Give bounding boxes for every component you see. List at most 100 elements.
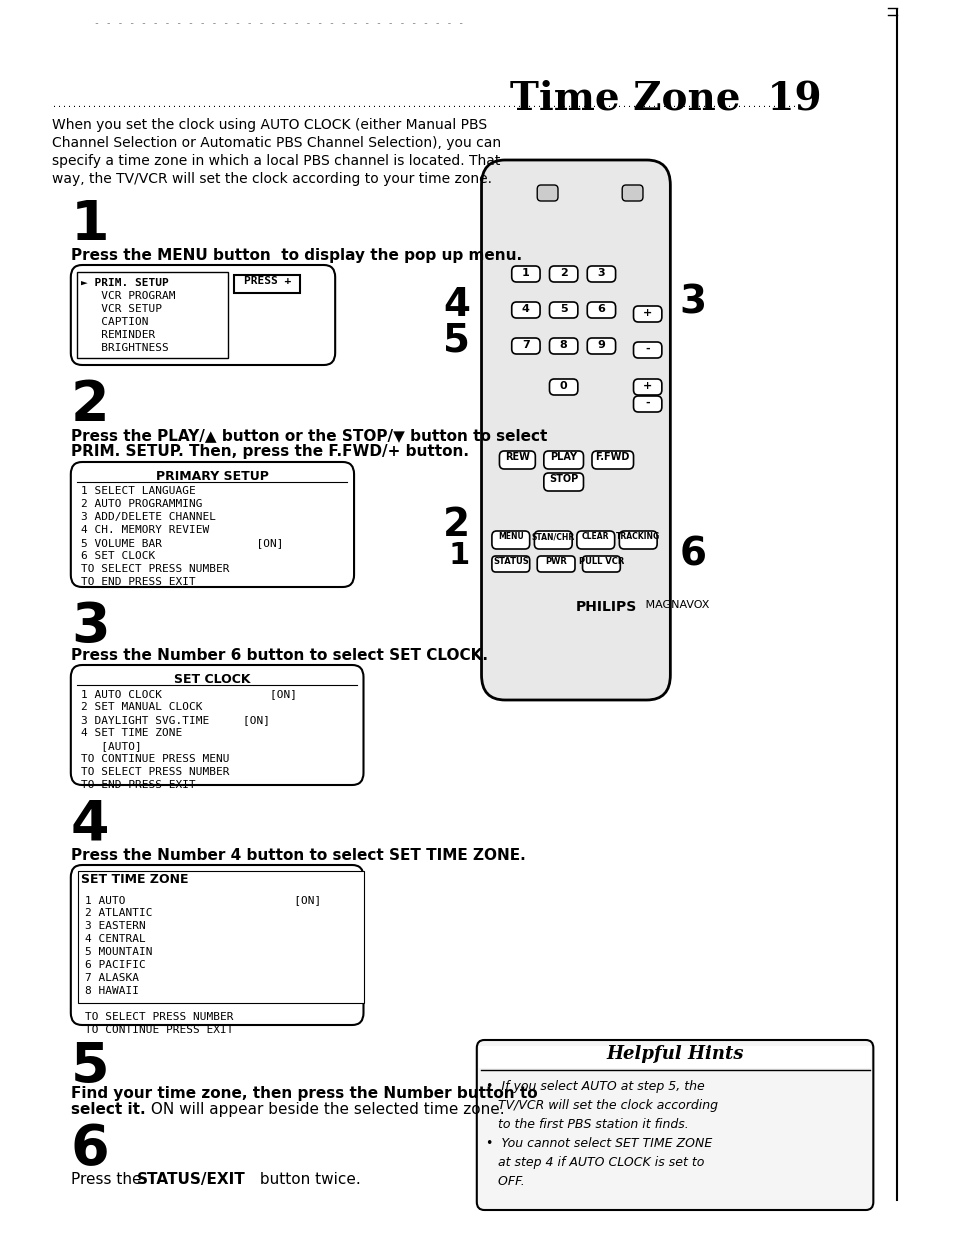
Text: way, the TV/VCR will set the clock according to your time zone.: way, the TV/VCR will set the clock accor… bbox=[51, 172, 492, 186]
FancyBboxPatch shape bbox=[476, 1040, 872, 1210]
FancyBboxPatch shape bbox=[71, 664, 363, 785]
Text: SET TIME ZONE: SET TIME ZONE bbox=[81, 873, 189, 885]
Text: 3: 3 bbox=[679, 283, 706, 322]
Text: 4: 4 bbox=[443, 286, 470, 324]
Text: Time Zone  19: Time Zone 19 bbox=[509, 80, 821, 118]
FancyBboxPatch shape bbox=[481, 160, 670, 700]
Text: 2: 2 bbox=[442, 506, 470, 544]
Text: 9: 9 bbox=[597, 340, 605, 350]
FancyBboxPatch shape bbox=[633, 379, 661, 394]
FancyBboxPatch shape bbox=[492, 556, 529, 571]
Text: Channel Selection or Automatic PBS Channel Selection), you can: Channel Selection or Automatic PBS Chann… bbox=[51, 136, 500, 149]
Text: TV/VCR will set the clock according: TV/VCR will set the clock according bbox=[486, 1099, 718, 1112]
Text: Press the Number 6 button to select SET CLOCK.: Press the Number 6 button to select SET … bbox=[71, 648, 487, 663]
Text: ON will appear beside the selected time zone.: ON will appear beside the selected time … bbox=[146, 1102, 504, 1117]
Text: PRIMARY SETUP: PRIMARY SETUP bbox=[156, 470, 269, 484]
FancyBboxPatch shape bbox=[549, 379, 578, 394]
Text: select it.: select it. bbox=[71, 1102, 145, 1117]
Text: 3: 3 bbox=[71, 600, 110, 654]
FancyBboxPatch shape bbox=[492, 531, 529, 549]
Text: PWR: PWR bbox=[544, 556, 566, 566]
Text: 1 SELECT LANGUAGE: 1 SELECT LANGUAGE bbox=[81, 486, 195, 496]
Text: Press the Number 4 button to select SET TIME ZONE.: Press the Number 4 button to select SET … bbox=[71, 848, 525, 863]
Text: 7 ALASKA: 7 ALASKA bbox=[85, 973, 139, 983]
Bar bbox=[77, 273, 229, 358]
Text: 5: 5 bbox=[443, 322, 470, 359]
Text: 5: 5 bbox=[559, 304, 567, 314]
Text: -: - bbox=[644, 398, 649, 408]
Bar bbox=[233, 275, 300, 293]
FancyBboxPatch shape bbox=[537, 556, 575, 571]
Text: PULL VCR: PULL VCR bbox=[578, 556, 623, 566]
Text: +: + bbox=[642, 308, 652, 318]
Text: 6 SET CLOCK: 6 SET CLOCK bbox=[81, 551, 155, 561]
Text: 4 SET TIME ZONE: 4 SET TIME ZONE bbox=[81, 728, 182, 739]
Text: VCR SETUP: VCR SETUP bbox=[81, 304, 162, 314]
Text: TO CONTINUE PRESS EXIT: TO CONTINUE PRESS EXIT bbox=[85, 1025, 233, 1035]
FancyBboxPatch shape bbox=[71, 265, 335, 365]
Text: PRIM. SETUP. Then, press the F.FWD/+ button.: PRIM. SETUP. Then, press the F.FWD/+ but… bbox=[71, 445, 468, 458]
Text: VCR PROGRAM: VCR PROGRAM bbox=[81, 291, 175, 301]
Text: at step 4 if AUTO CLOCK is set to: at step 4 if AUTO CLOCK is set to bbox=[486, 1156, 704, 1169]
Text: STATUS/EXIT: STATUS/EXIT bbox=[137, 1172, 245, 1187]
FancyBboxPatch shape bbox=[549, 266, 578, 283]
Text: 8 HAWAII: 8 HAWAII bbox=[85, 986, 139, 996]
Text: OFF.: OFF. bbox=[486, 1176, 524, 1188]
FancyBboxPatch shape bbox=[499, 451, 535, 468]
Text: to the first PBS station it finds.: to the first PBS station it finds. bbox=[486, 1118, 688, 1130]
Text: Press the PLAY/▲ button or the STOP/▼ button to select: Press the PLAY/▲ button or the STOP/▼ bu… bbox=[71, 428, 547, 443]
Text: 5 MOUNTAIN: 5 MOUNTAIN bbox=[85, 947, 152, 957]
Text: 1: 1 bbox=[449, 540, 470, 569]
Text: Press the: Press the bbox=[71, 1172, 146, 1187]
Text: TRACKING: TRACKING bbox=[616, 533, 659, 541]
FancyBboxPatch shape bbox=[543, 451, 583, 468]
Text: Helpful Hints: Helpful Hints bbox=[606, 1045, 743, 1063]
Text: 4: 4 bbox=[71, 798, 110, 852]
Text: TO SELECT PRESS NUMBER: TO SELECT PRESS NUMBER bbox=[85, 1012, 233, 1022]
Text: PRESS +: PRESS + bbox=[243, 276, 291, 286]
Text: 6: 6 bbox=[71, 1122, 110, 1176]
Text: ................................................................................: ........................................… bbox=[51, 100, 801, 109]
FancyBboxPatch shape bbox=[71, 462, 354, 587]
FancyBboxPatch shape bbox=[618, 531, 657, 549]
Text: 4 CENTRAL: 4 CENTRAL bbox=[85, 934, 146, 945]
FancyBboxPatch shape bbox=[549, 301, 578, 318]
Text: 3 DAYLIGHT SVG.TIME     [ON]: 3 DAYLIGHT SVG.TIME [ON] bbox=[81, 715, 270, 725]
Text: 1 AUTO                         [ON]: 1 AUTO [ON] bbox=[85, 896, 321, 906]
Text: Find your time zone, then press the Number button to: Find your time zone, then press the Numb… bbox=[71, 1086, 537, 1102]
Text: 2 ATLANTIC: 2 ATLANTIC bbox=[85, 908, 152, 918]
Text: 7: 7 bbox=[521, 340, 529, 350]
Text: 4: 4 bbox=[521, 304, 529, 314]
Text: •  You cannot select SET TIME ZONE: • You cannot select SET TIME ZONE bbox=[486, 1137, 712, 1150]
Text: 6 PACIFIC: 6 PACIFIC bbox=[85, 960, 146, 970]
Text: 2: 2 bbox=[559, 268, 567, 278]
Text: 3: 3 bbox=[597, 268, 604, 278]
FancyBboxPatch shape bbox=[592, 451, 633, 468]
Text: 0: 0 bbox=[559, 381, 567, 391]
Text: 2: 2 bbox=[71, 378, 110, 432]
Text: button twice.: button twice. bbox=[254, 1172, 360, 1187]
Text: MENU: MENU bbox=[497, 533, 523, 541]
FancyBboxPatch shape bbox=[633, 306, 661, 322]
FancyBboxPatch shape bbox=[582, 556, 619, 571]
Text: ► PRIM. SETUP: ► PRIM. SETUP bbox=[81, 278, 169, 288]
Text: SET CLOCK: SET CLOCK bbox=[174, 673, 251, 686]
Text: 4 CH. MEMORY REVIEW: 4 CH. MEMORY REVIEW bbox=[81, 525, 210, 535]
FancyBboxPatch shape bbox=[511, 301, 539, 318]
Text: 8: 8 bbox=[559, 340, 567, 350]
Text: 3 ADD/DELETE CHANNEL: 3 ADD/DELETE CHANNEL bbox=[81, 512, 216, 522]
Text: 1 AUTO CLOCK                [ON]: 1 AUTO CLOCK [ON] bbox=[81, 690, 297, 700]
Text: specify a time zone in which a local PBS channel is located. That: specify a time zone in which a local PBS… bbox=[51, 154, 499, 168]
Text: - - - - - - - - - - - - - - - - - - - - - - - - - - - - - - - -: - - - - - - - - - - - - - - - - - - - - … bbox=[94, 18, 464, 28]
Text: 6: 6 bbox=[679, 536, 706, 574]
Bar bbox=[478, 1046, 870, 1068]
Text: 1: 1 bbox=[521, 268, 529, 278]
Text: F.FWD: F.FWD bbox=[595, 452, 629, 462]
Text: STOP: STOP bbox=[549, 474, 578, 484]
Text: CLEAR: CLEAR bbox=[581, 533, 609, 541]
Text: PLAY: PLAY bbox=[550, 452, 577, 462]
Text: STATUS: STATUS bbox=[493, 556, 528, 566]
Text: [AUTO]: [AUTO] bbox=[81, 741, 142, 751]
Text: 6: 6 bbox=[597, 304, 605, 314]
FancyBboxPatch shape bbox=[587, 301, 615, 318]
